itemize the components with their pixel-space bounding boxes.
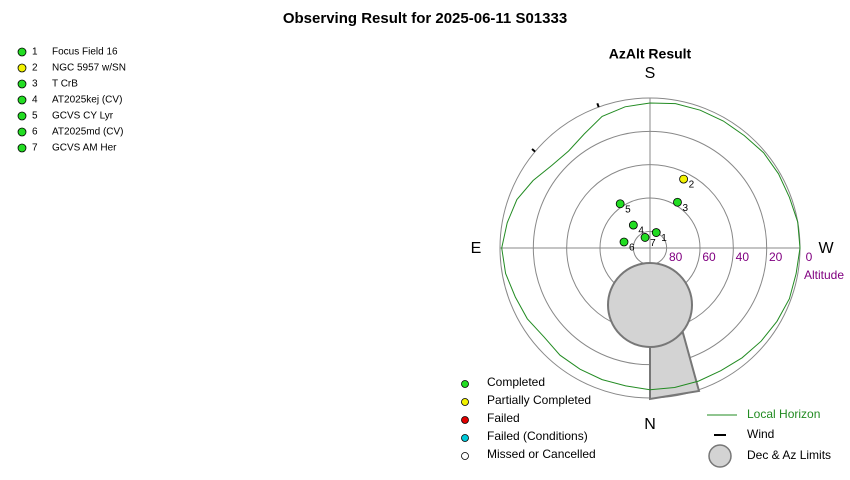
legend-marker xyxy=(461,452,469,460)
target-point xyxy=(640,233,650,242)
axis-label: Altitude xyxy=(804,268,844,282)
point-label: 6 xyxy=(629,243,635,254)
legend-limits xyxy=(708,444,732,468)
point-label: 1 xyxy=(661,233,667,244)
target-point xyxy=(679,174,689,184)
direction-label: N xyxy=(644,416,656,433)
point-label: 3 xyxy=(682,203,688,214)
legend-label: Completed xyxy=(487,375,545,389)
page-title: Observing Result for 2025-06-11 S01333 xyxy=(283,10,567,27)
wind-mark xyxy=(531,148,536,153)
target-name: AT2025kej (CV) xyxy=(52,95,122,106)
target-name: NGC 5957 w/SN xyxy=(52,63,126,74)
direction-label: E xyxy=(471,240,482,257)
target-name: T CrB xyxy=(52,79,78,90)
target-point xyxy=(615,199,625,209)
target-point xyxy=(619,237,629,247)
target-number: 7 xyxy=(32,143,38,154)
target-point xyxy=(673,197,682,207)
wind-mark xyxy=(596,102,600,108)
limits-region xyxy=(607,262,701,401)
point-label: 2 xyxy=(689,180,695,191)
target-number: 1 xyxy=(32,47,38,58)
target-name: GCVS CY Lyr xyxy=(52,111,114,122)
r-tick-label: 60 xyxy=(702,250,716,264)
target-number: 5 xyxy=(32,111,38,122)
target-name: AT2025md (CV) xyxy=(52,127,124,138)
chart-title: AzAlt Result xyxy=(609,46,692,62)
horizon-line xyxy=(501,102,801,391)
r-tick-label: 20 xyxy=(769,250,783,264)
status-dot xyxy=(17,79,27,89)
r-tick-label: 40 xyxy=(736,250,750,264)
legend-label: Dec & Az Limits xyxy=(747,448,831,462)
direction-label: W xyxy=(818,240,834,257)
legend-label: Failed (Conditions) xyxy=(487,429,588,443)
legend-label: Missed or Cancelled xyxy=(487,447,596,461)
target-point xyxy=(628,220,638,230)
dec-limit xyxy=(607,262,693,348)
status-dot xyxy=(17,63,27,73)
legend-marker xyxy=(461,434,469,442)
target-number: 2 xyxy=(32,63,38,74)
target-name: GCVS AM Her xyxy=(52,143,117,154)
legend-marker xyxy=(461,380,469,388)
legend-marker xyxy=(461,398,469,406)
target-number: 4 xyxy=(32,95,38,106)
target-name: Focus Field 16 xyxy=(52,47,118,58)
point-label: 5 xyxy=(625,204,631,215)
status-dot xyxy=(17,111,27,121)
target-number: 3 xyxy=(32,79,38,90)
legend-marker xyxy=(461,416,469,424)
direction-label: S xyxy=(645,65,656,82)
r-tick-label: 80 xyxy=(669,250,683,264)
legend-label: Partially Completed xyxy=(487,393,591,407)
legend-label: Failed xyxy=(487,411,520,425)
status-dot xyxy=(17,127,27,137)
status-dot xyxy=(17,95,27,105)
legend-label: Wind xyxy=(747,427,774,441)
target-point xyxy=(651,228,661,237)
r-tick-label: 0 xyxy=(806,250,813,264)
status-dot xyxy=(17,47,27,57)
point-label: 7 xyxy=(650,238,656,249)
target-number: 6 xyxy=(32,127,38,138)
legend-label: Local Horizon xyxy=(747,407,820,421)
point-label: 4 xyxy=(638,226,644,237)
status-dot xyxy=(17,143,27,153)
